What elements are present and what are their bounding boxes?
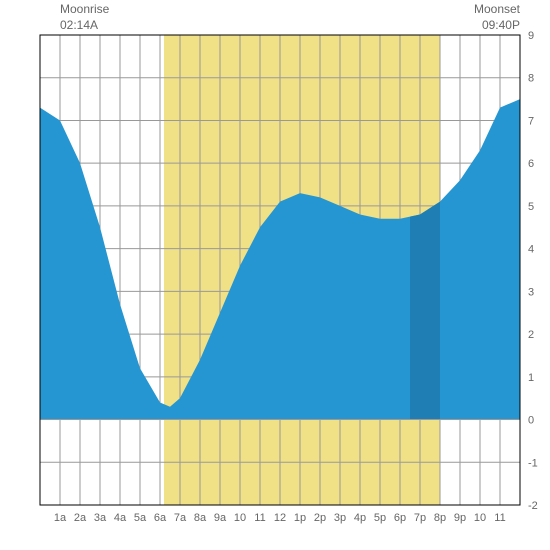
- y-tick-label: 8: [528, 73, 534, 85]
- x-tick-label: 6p: [394, 512, 406, 524]
- tide-chart: Moonrise 02:14A Moonset 09:40P -2-101234…: [0, 0, 550, 550]
- y-tick-label: 5: [528, 201, 534, 213]
- moonset-label: Moonset: [474, 2, 520, 16]
- y-tick-label: 3: [528, 286, 534, 298]
- moonset-time: 09:40P: [482, 18, 520, 32]
- x-tick-label: 3p: [334, 512, 346, 524]
- x-tick-label: 10: [474, 512, 486, 524]
- y-tick-label: -1: [528, 457, 538, 469]
- tide-dusk-area: [410, 202, 440, 420]
- y-tick-label: -2: [528, 500, 538, 512]
- y-tick-label: 1: [528, 372, 534, 384]
- x-tick-label: 9a: [214, 512, 227, 524]
- x-tick-label: 2a: [74, 512, 87, 524]
- y-tick-label: 7: [528, 115, 534, 127]
- x-tick-label: 3a: [94, 512, 107, 524]
- y-tick-label: 6: [528, 158, 534, 170]
- x-tick-label: 11: [494, 512, 505, 524]
- y-tick-label: 2: [528, 329, 534, 341]
- y-tick-label: 9: [528, 30, 534, 42]
- x-tick-label: 2p: [314, 512, 326, 524]
- chart-svg: -2-101234567891a2a3a4a5a6a7a8a9a1011121p…: [0, 0, 550, 550]
- moonrise-time: 02:14A: [60, 18, 98, 32]
- y-tick-label: 4: [528, 244, 534, 256]
- x-tick-label: 4a: [114, 512, 127, 524]
- x-tick-label: 7a: [174, 512, 187, 524]
- x-tick-label: 4p: [354, 512, 366, 524]
- x-tick-label: 5a: [134, 512, 147, 524]
- y-tick-label: 0: [528, 415, 534, 427]
- x-tick-label: 12: [274, 512, 286, 524]
- x-tick-label: 6a: [154, 512, 167, 524]
- moonrise-label: Moonrise: [60, 2, 109, 16]
- x-tick-label: 5p: [374, 512, 386, 524]
- x-tick-label: 8p: [434, 512, 446, 524]
- x-tick-label: 11: [254, 512, 265, 524]
- x-tick-label: 10: [234, 512, 246, 524]
- moonrise-block: Moonrise 02:14A: [60, 2, 109, 33]
- x-tick-label: 7p: [414, 512, 426, 524]
- x-tick-label: 8a: [194, 512, 207, 524]
- x-tick-label: 1a: [54, 512, 67, 524]
- moonset-block: Moonset 09:40P: [474, 2, 520, 33]
- x-tick-label: 9p: [454, 512, 466, 524]
- x-tick-label: 1p: [294, 512, 306, 524]
